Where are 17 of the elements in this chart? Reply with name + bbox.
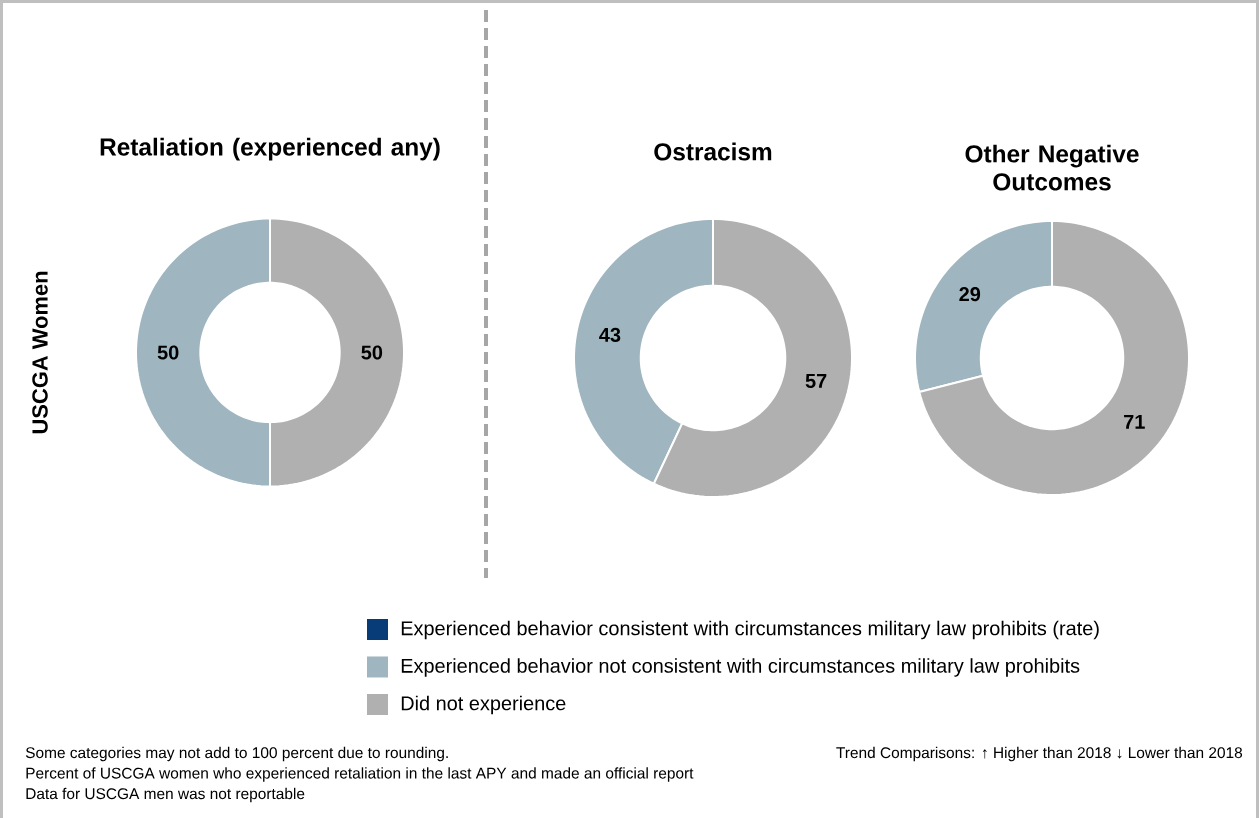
text: Trend Comparisons: ↑ Higher than 2018 ↓ Lower than 2018 [836,746,1243,762]
data-label: 43 [599,327,621,342]
chart-title: Other Negative Outcomes [965,144,1139,191]
data-label: 57 [805,374,827,388]
legend-label: Experienced behavior not consistent with circumstances military law prohibits [401,658,1080,677]
data-label: 29 [959,287,981,302]
text: Data for USCGA men was not reportable [26,787,305,803]
text: Percent of USCGA women who experienced retaliation in the last APY and made an official report [26,767,694,782]
data-label: 50 [361,345,383,360]
text: Some categories may not add to 100 percent due to rounding. [25,746,448,762]
text: USCGA Women [32,271,48,434]
chart-title: Ostracism [654,142,772,161]
data-label: 71 [1124,414,1145,429]
legend-label: Experienced behavior consistent with circumstances military law prohibits (rate) [401,620,1099,640]
chart-title: Retaliation (experienced any) [100,137,440,161]
data-label: 50 [157,345,179,360]
legend-label: Did not experience [401,695,566,715]
